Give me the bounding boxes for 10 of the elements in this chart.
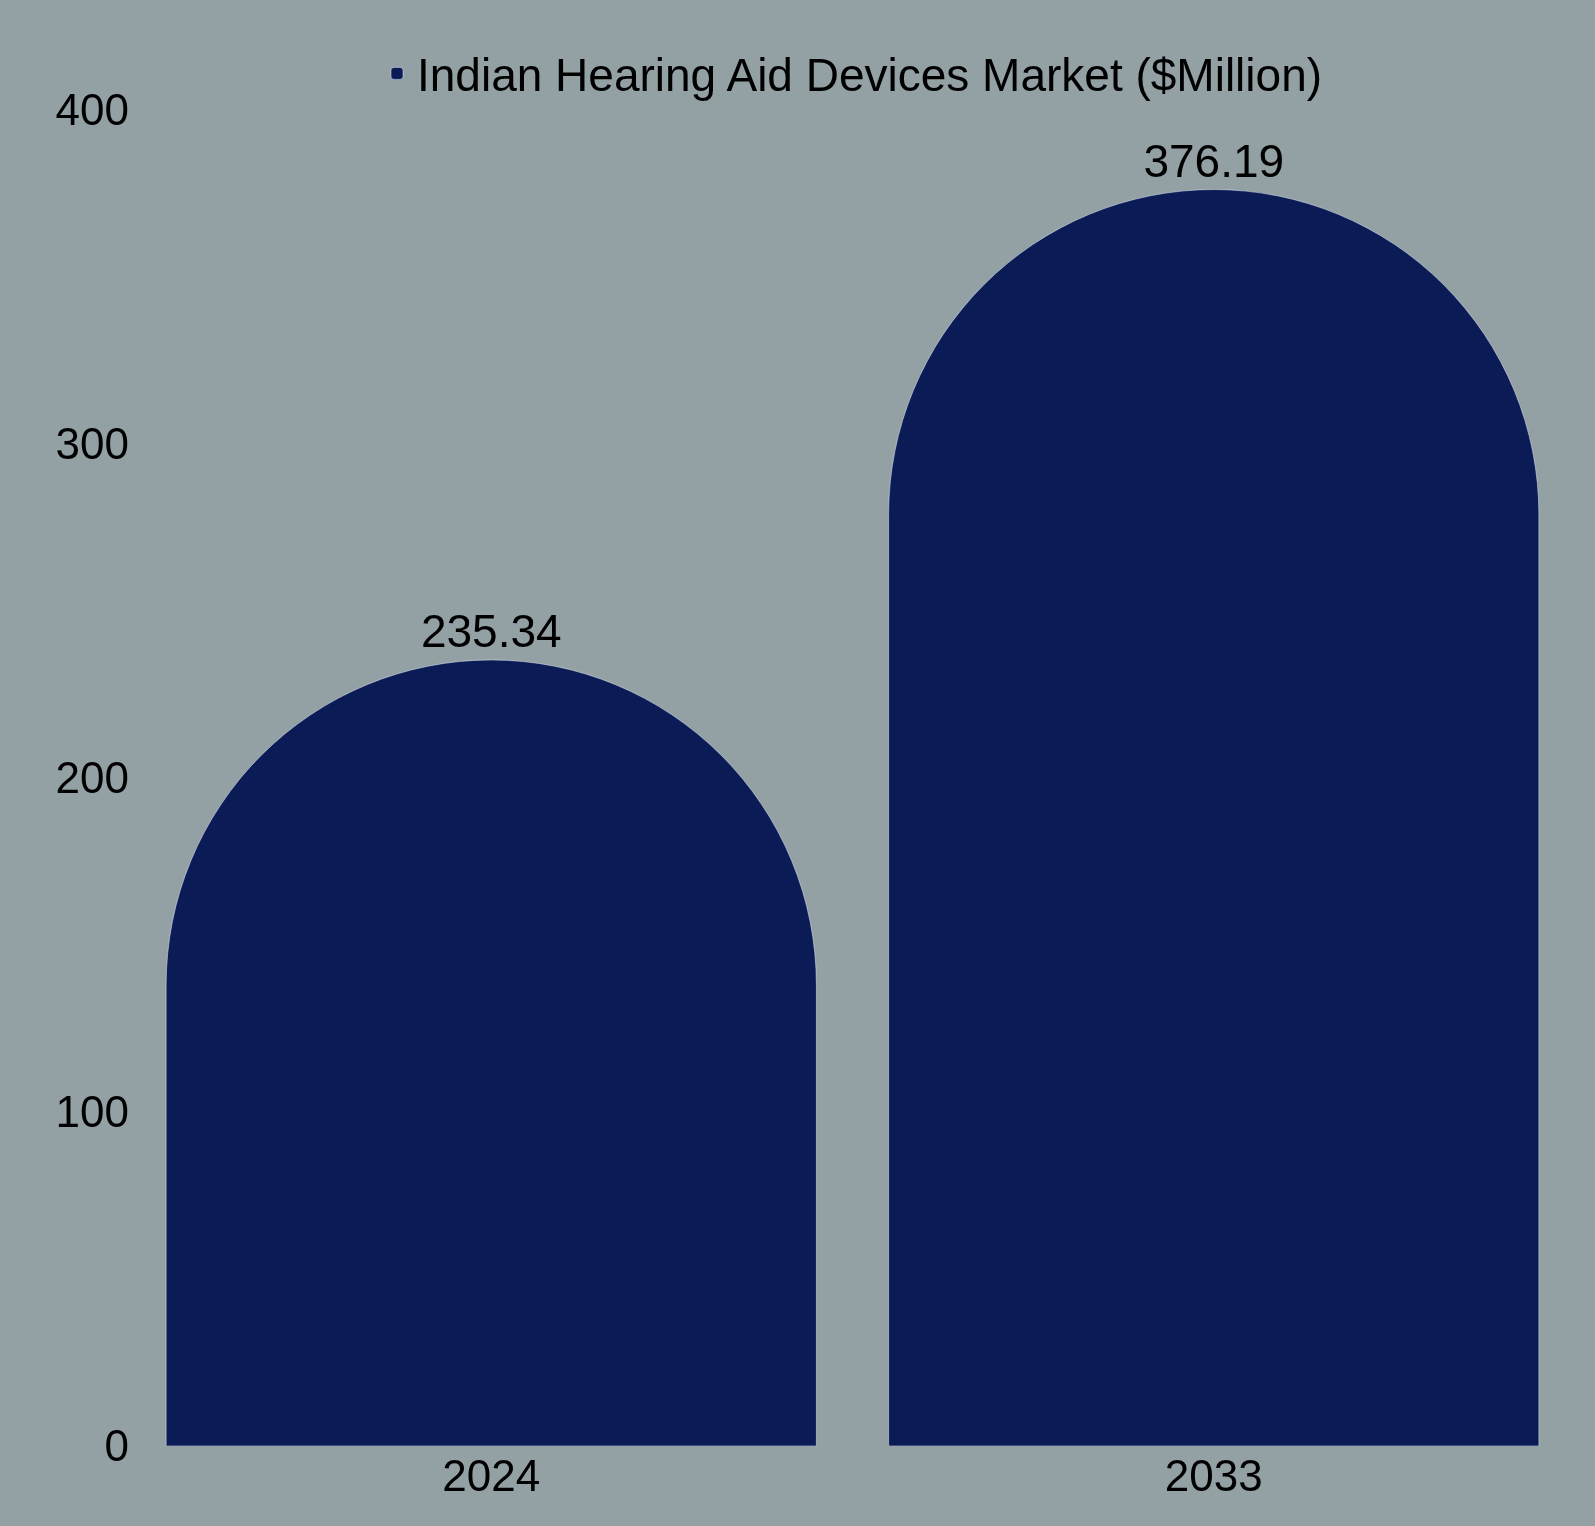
y-tick-label: 200 bbox=[55, 753, 129, 803]
x-tick-label: 2033 bbox=[1164, 1451, 1263, 1500]
legend-label: Indian Hearing Aid Devices Market ($Million) bbox=[417, 49, 1323, 102]
y-tick-label: 300 bbox=[55, 419, 129, 469]
y-tick-label: 100 bbox=[55, 1087, 129, 1137]
x-tick-label: 2024 bbox=[442, 1451, 541, 1500]
data-label: 235.34 bbox=[420, 604, 562, 657]
data-label: 376.19 bbox=[1143, 134, 1285, 187]
y-tick-label: 0 bbox=[104, 1421, 129, 1471]
y-tick-label: 400 bbox=[55, 85, 129, 135]
